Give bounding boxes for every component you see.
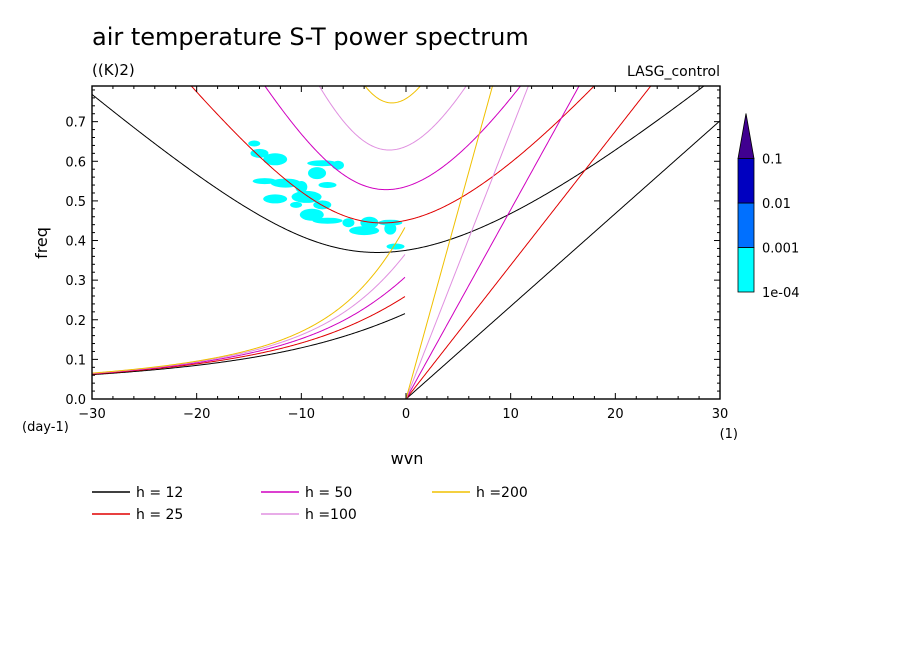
x-tick-label: −30 <box>78 407 105 422</box>
x-tick-label: −10 <box>288 407 315 422</box>
legend-label: h =200 <box>476 485 528 501</box>
colorbar-label: 1e-04 <box>762 286 800 301</box>
curve-h100-inertia-gravity <box>318 86 467 151</box>
shade-patch <box>342 218 355 228</box>
curve-h25-mixed-rossby-gravity <box>92 296 406 375</box>
dispersion-curves <box>92 86 720 399</box>
colorbar-segment <box>737 247 755 293</box>
y-tick-label: 0.2 <box>65 314 86 329</box>
shade-patch <box>263 153 288 166</box>
y-tick-label: 0.0 <box>65 393 86 408</box>
spectrum-shading <box>248 140 405 250</box>
legend-label: h = 50 <box>305 485 352 501</box>
y-tick-label: 0.6 <box>65 155 86 170</box>
legend-label: h = 12 <box>136 485 183 501</box>
colorbar: 0.1 0.01 0.001 1e-04 <box>737 113 800 301</box>
colorbar-extend-triangle <box>737 113 755 159</box>
x-tick-label: 30 <box>712 407 729 422</box>
shade-patch <box>248 140 261 147</box>
y-axis-unit: (day-1) <box>22 420 69 435</box>
curve-h100-kelvin <box>405 86 529 399</box>
y-tick-label: 0.3 <box>65 274 86 289</box>
legend: h = 12 h = 25 h = 50 h =100 h =200 <box>92 485 528 523</box>
x-tick-label: 20 <box>607 407 624 422</box>
curve-h12-inertia-gravity <box>92 86 705 253</box>
y-tick-label: 0.5 <box>65 195 86 210</box>
x-axis-title: wvn <box>391 449 424 468</box>
shade-patch <box>250 148 269 158</box>
shade-patch <box>386 243 405 250</box>
curve-h200-mixed-rossby-gravity <box>92 227 406 374</box>
curve-h25-kelvin <box>405 86 652 399</box>
curve-h50-kelvin <box>405 86 580 399</box>
y-axis-title: freq <box>32 227 51 259</box>
legend-label: h =100 <box>305 507 357 523</box>
colorbar-segment <box>737 158 755 204</box>
curve-h50-inertia-gravity <box>264 86 522 191</box>
units-label: ((K)2) <box>92 61 135 79</box>
x-tick-label: −20 <box>183 407 210 422</box>
colorbar-label: 0.01 <box>762 197 791 212</box>
colorbar-segment <box>737 202 755 248</box>
y-tick-label: 0.1 <box>65 353 86 368</box>
colorbar-label: 0.001 <box>762 242 799 257</box>
colorbar-label: 0.1 <box>762 153 783 168</box>
curve-h50-mixed-rossby-gravity <box>92 276 406 375</box>
plot-frame <box>91 85 721 400</box>
shade-patch <box>331 160 344 170</box>
curve-h12-kelvin <box>405 120 720 399</box>
shade-patch <box>384 222 397 235</box>
shade-patch <box>299 208 324 221</box>
shade-patch <box>312 217 343 224</box>
y-tick-label: 0.7 <box>65 116 86 131</box>
y-tick-label: 0.4 <box>65 235 86 250</box>
x-tick-label: 0 <box>402 407 410 422</box>
curve-h200-inertia-gravity <box>364 86 422 104</box>
chart-title: air temperature S-T power spectrum <box>92 23 529 51</box>
shade-patch <box>290 201 303 208</box>
shade-patch <box>349 226 380 236</box>
shade-patch <box>318 182 337 189</box>
x-tick-label: 10 <box>502 407 519 422</box>
shade-patch <box>360 216 379 229</box>
axis-ticks: −30 −20 −10 0 10 20 30 0.0 0.1 0.2 0.3 0.4 0.5 0.6 0.7 <box>65 86 728 422</box>
shade-patch <box>307 160 338 167</box>
shade-patch <box>291 190 322 203</box>
curve-h12-mixed-rossby-gravity <box>92 313 406 376</box>
x-axis-unit: (1) <box>720 427 738 442</box>
curve-h200-kelvin <box>405 86 494 399</box>
shade-patch <box>252 178 277 185</box>
shade-patch <box>263 194 288 204</box>
shade-patch <box>308 167 327 180</box>
legend-label: h = 25 <box>136 507 183 523</box>
experiment-label: LASG_control <box>627 64 720 80</box>
